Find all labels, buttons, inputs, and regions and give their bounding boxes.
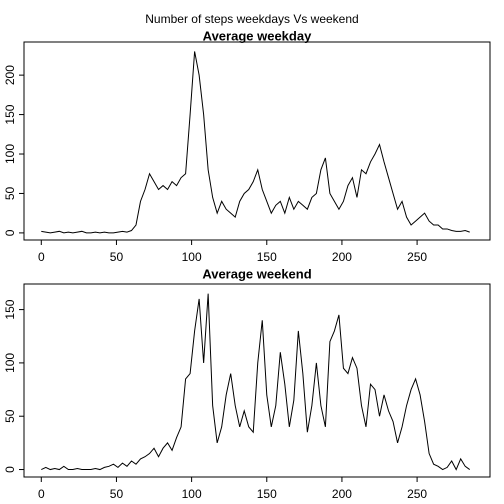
y-tick-label: 100 xyxy=(3,353,17,373)
y-tick-label: 150 xyxy=(3,104,17,124)
x-tick-label: 100 xyxy=(182,487,202,501)
data-line xyxy=(41,293,470,471)
y-tick-label: 100 xyxy=(3,144,17,164)
plot-box xyxy=(23,283,491,478)
x-tick-label: 150 xyxy=(257,487,277,501)
chart-title: Number of steps weekdays Vs weekend xyxy=(145,12,358,26)
plot-title: Average weekday xyxy=(203,28,312,43)
y-tick-label: 50 xyxy=(3,409,17,423)
y-tick-label: 200 xyxy=(3,65,17,85)
data-line xyxy=(41,51,470,234)
x-tick-label: 0 xyxy=(38,250,45,264)
plot-title: Average weekend xyxy=(202,266,311,281)
x-tick-label: 100 xyxy=(182,250,202,264)
x-tick-label: 250 xyxy=(407,250,427,264)
x-tick-label: 250 xyxy=(407,487,427,501)
x-tick-label: 200 xyxy=(332,250,352,264)
y-tick-label: 0 xyxy=(3,229,17,236)
x-tick-label: 0 xyxy=(38,487,45,501)
x-tick-label: 50 xyxy=(110,487,124,501)
plot-box xyxy=(23,41,491,241)
y-tick-label: 150 xyxy=(3,299,17,319)
y-tick-label: 50 xyxy=(3,186,17,200)
x-tick-label: 50 xyxy=(110,250,124,264)
x-tick-label: 150 xyxy=(257,250,277,264)
y-tick-label: 0 xyxy=(3,466,17,473)
x-tick-label: 200 xyxy=(332,487,352,501)
